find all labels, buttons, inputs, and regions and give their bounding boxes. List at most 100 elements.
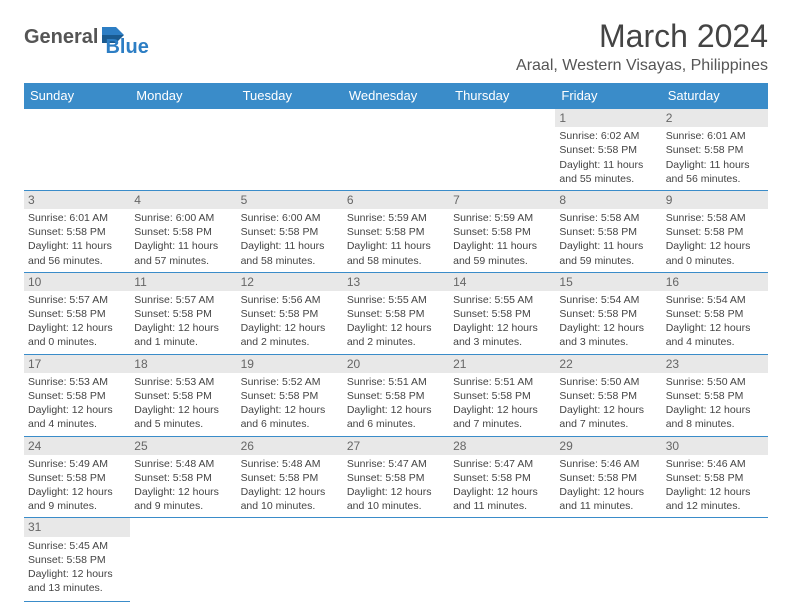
day-info: Sunrise: 6:01 AMSunset: 5:58 PMDaylight:… <box>28 211 126 268</box>
calendar-day-cell: 2 Sunrise: 6:01 AMSunset: 5:58 PMDaylight… <box>662 109 768 191</box>
day-info: Sunrise: 5:45 AMSunset: 5:58 PMDaylight:… <box>28 539 126 596</box>
day-number: 12 <box>237 273 343 291</box>
calendar-day-cell: 22 Sunrise: 5:50 AMSunset: 5:58 PMDayligh… <box>555 354 661 436</box>
day-info: Sunrise: 5:59 AMSunset: 5:58 PMDaylight:… <box>347 211 445 268</box>
calendar-day-cell: 1 Sunrise: 6:02 AMSunset: 5:58 PMDaylight… <box>555 109 661 191</box>
day-info: Sunrise: 5:57 AMSunset: 5:58 PMDaylight:… <box>134 293 232 350</box>
day-number: 26 <box>237 437 343 455</box>
day-number: 4 <box>130 191 236 209</box>
weekday-header: Thursday <box>449 83 555 109</box>
weekday-header: Saturday <box>662 83 768 109</box>
calendar-day-cell: 14 Sunrise: 5:55 AMSunset: 5:58 PMDayligh… <box>449 272 555 354</box>
day-info: Sunrise: 5:52 AMSunset: 5:58 PMDaylight:… <box>241 375 339 432</box>
weekday-header: Monday <box>130 83 236 109</box>
calendar-empty-cell <box>343 109 449 191</box>
day-number: 21 <box>449 355 555 373</box>
day-info: Sunrise: 5:51 AMSunset: 5:58 PMDaylight:… <box>453 375 551 432</box>
day-number: 3 <box>24 191 130 209</box>
day-number: 13 <box>343 273 449 291</box>
day-info: Sunrise: 6:01 AMSunset: 5:58 PMDaylight:… <box>666 129 764 186</box>
logo-text-general: General <box>24 26 98 49</box>
calendar-empty-cell <box>343 518 449 602</box>
day-number: 31 <box>24 518 130 536</box>
day-number: 19 <box>237 355 343 373</box>
calendar-day-cell: 15 Sunrise: 5:54 AMSunset: 5:58 PMDayligh… <box>555 272 661 354</box>
calendar-day-cell: 9 Sunrise: 5:58 AMSunset: 5:58 PMDaylight… <box>662 190 768 272</box>
calendar-empty-cell <box>237 109 343 191</box>
location-text: Araal, Western Visayas, Philippines <box>516 57 768 75</box>
day-number: 10 <box>24 273 130 291</box>
day-info: Sunrise: 6:00 AMSunset: 5:58 PMDaylight:… <box>241 211 339 268</box>
calendar-empty-cell <box>130 109 236 191</box>
calendar-body: 1 Sunrise: 6:02 AMSunset: 5:58 PMDaylight… <box>24 109 768 602</box>
day-info: Sunrise: 5:49 AMSunset: 5:58 PMDaylight:… <box>28 457 126 514</box>
day-number: 1 <box>555 109 661 127</box>
calendar-day-cell: 16Sunrise: 5:54 AMSunset: 5:58 PMDayligh… <box>662 272 768 354</box>
logo-text-blue: Blue <box>105 36 148 59</box>
day-info: Sunrise: 5:47 AMSunset: 5:58 PMDaylight:… <box>453 457 551 514</box>
calendar-week-row: 31 Sunrise: 5:45 AMSunset: 5:58 PMDayligh… <box>24 518 768 602</box>
title-block: March 2024 Araal, Western Visayas, Phili… <box>516 18 768 75</box>
calendar-day-cell: 18 Sunrise: 5:53 AMSunset: 5:58 PMDayligh… <box>130 354 236 436</box>
day-info: Sunrise: 5:56 AMSunset: 5:58 PMDaylight:… <box>241 293 339 350</box>
calendar-day-cell: 24 Sunrise: 5:49 AMSunset: 5:58 PMDayligh… <box>24 436 130 518</box>
day-info: Sunrise: 5:48 AMSunset: 5:58 PMDaylight:… <box>134 457 232 514</box>
calendar-day-cell: 26 Sunrise: 5:48 AMSunset: 5:58 PMDayligh… <box>237 436 343 518</box>
day-number: 22 <box>555 355 661 373</box>
day-number: 5 <box>237 191 343 209</box>
calendar-day-cell: 20Sunrise: 5:51 AMSunset: 5:58 PMDayligh… <box>343 354 449 436</box>
day-info: Sunrise: 5:51 AMSunset: 5:58 PMDaylight:… <box>347 375 445 432</box>
calendar-day-cell: 23Sunrise: 5:50 AMSunset: 5:58 PMDayligh… <box>662 354 768 436</box>
calendar-day-cell: 17Sunrise: 5:53 AMSunset: 5:58 PMDayligh… <box>24 354 130 436</box>
day-number: 23 <box>662 355 768 373</box>
calendar-day-cell: 5 Sunrise: 6:00 AMSunset: 5:58 PMDaylight… <box>237 190 343 272</box>
calendar-table: SundayMondayTuesdayWednesdayThursdayFrid… <box>24 83 768 602</box>
calendar-day-cell: 31 Sunrise: 5:45 AMSunset: 5:58 PMDayligh… <box>24 518 130 602</box>
day-info: Sunrise: 5:46 AMSunset: 5:58 PMDaylight:… <box>559 457 657 514</box>
day-info: Sunrise: 5:58 AMSunset: 5:58 PMDaylight:… <box>559 211 657 268</box>
day-number: 7 <box>449 191 555 209</box>
day-number: 15 <box>555 273 661 291</box>
calendar-day-cell: 10Sunrise: 5:57 AMSunset: 5:58 PMDayligh… <box>24 272 130 354</box>
weekday-header: Friday <box>555 83 661 109</box>
day-info: Sunrise: 5:50 AMSunset: 5:58 PMDaylight:… <box>559 375 657 432</box>
calendar-day-cell: 3 Sunrise: 6:01 AMSunset: 5:58 PMDaylight… <box>24 190 130 272</box>
day-number: 17 <box>24 355 130 373</box>
calendar-day-cell: 6Sunrise: 5:59 AMSunset: 5:58 PMDaylight… <box>343 190 449 272</box>
day-number: 24 <box>24 437 130 455</box>
calendar-day-cell: 8Sunrise: 5:58 AMSunset: 5:58 PMDaylight… <box>555 190 661 272</box>
day-info: Sunrise: 5:59 AMSunset: 5:58 PMDaylight:… <box>453 211 551 268</box>
weekday-header: Tuesday <box>237 83 343 109</box>
day-number: 29 <box>555 437 661 455</box>
day-number: 2 <box>662 109 768 127</box>
day-info: Sunrise: 5:58 AMSunset: 5:58 PMDaylight:… <box>666 211 764 268</box>
calendar-empty-cell <box>449 518 555 602</box>
day-info: Sunrise: 5:46 AMSunset: 5:58 PMDaylight:… <box>666 457 764 514</box>
day-number: 27 <box>343 437 449 455</box>
calendar-week-row: 3 Sunrise: 6:01 AMSunset: 5:58 PMDaylight… <box>24 190 768 272</box>
day-info: Sunrise: 6:02 AMSunset: 5:58 PMDaylight:… <box>559 129 657 186</box>
weekday-header-row: SundayMondayTuesdayWednesdayThursdayFrid… <box>24 83 768 109</box>
calendar-day-cell: 30Sunrise: 5:46 AMSunset: 5:58 PMDayligh… <box>662 436 768 518</box>
calendar-day-cell: 13Sunrise: 5:55 AMSunset: 5:58 PMDayligh… <box>343 272 449 354</box>
calendar-week-row: 17Sunrise: 5:53 AMSunset: 5:58 PMDayligh… <box>24 354 768 436</box>
day-number: 9 <box>662 191 768 209</box>
day-info: Sunrise: 5:53 AMSunset: 5:58 PMDaylight:… <box>134 375 232 432</box>
day-info: Sunrise: 5:48 AMSunset: 5:58 PMDaylight:… <box>241 457 339 514</box>
calendar-week-row: 1 Sunrise: 6:02 AMSunset: 5:58 PMDaylight… <box>24 109 768 191</box>
calendar-empty-cell <box>130 518 236 602</box>
day-info: Sunrise: 5:55 AMSunset: 5:58 PMDaylight:… <box>453 293 551 350</box>
calendar-day-cell: 29 Sunrise: 5:46 AMSunset: 5:58 PMDayligh… <box>555 436 661 518</box>
day-info: Sunrise: 5:47 AMSunset: 5:58 PMDaylight:… <box>347 457 445 514</box>
calendar-empty-cell <box>24 109 130 191</box>
calendar-day-cell: 27 Sunrise: 5:47 AMSunset: 5:58 PMDayligh… <box>343 436 449 518</box>
day-number: 18 <box>130 355 236 373</box>
calendar-empty-cell <box>662 518 768 602</box>
day-info: Sunrise: 5:54 AMSunset: 5:58 PMDaylight:… <box>559 293 657 350</box>
calendar-day-cell: 25Sunrise: 5:48 AMSunset: 5:58 PMDayligh… <box>130 436 236 518</box>
calendar-day-cell: 7 Sunrise: 5:59 AMSunset: 5:58 PMDaylight… <box>449 190 555 272</box>
day-number: 28 <box>449 437 555 455</box>
weekday-header: Wednesday <box>343 83 449 109</box>
day-number: 14 <box>449 273 555 291</box>
day-info: Sunrise: 5:54 AMSunset: 5:58 PMDaylight:… <box>666 293 764 350</box>
